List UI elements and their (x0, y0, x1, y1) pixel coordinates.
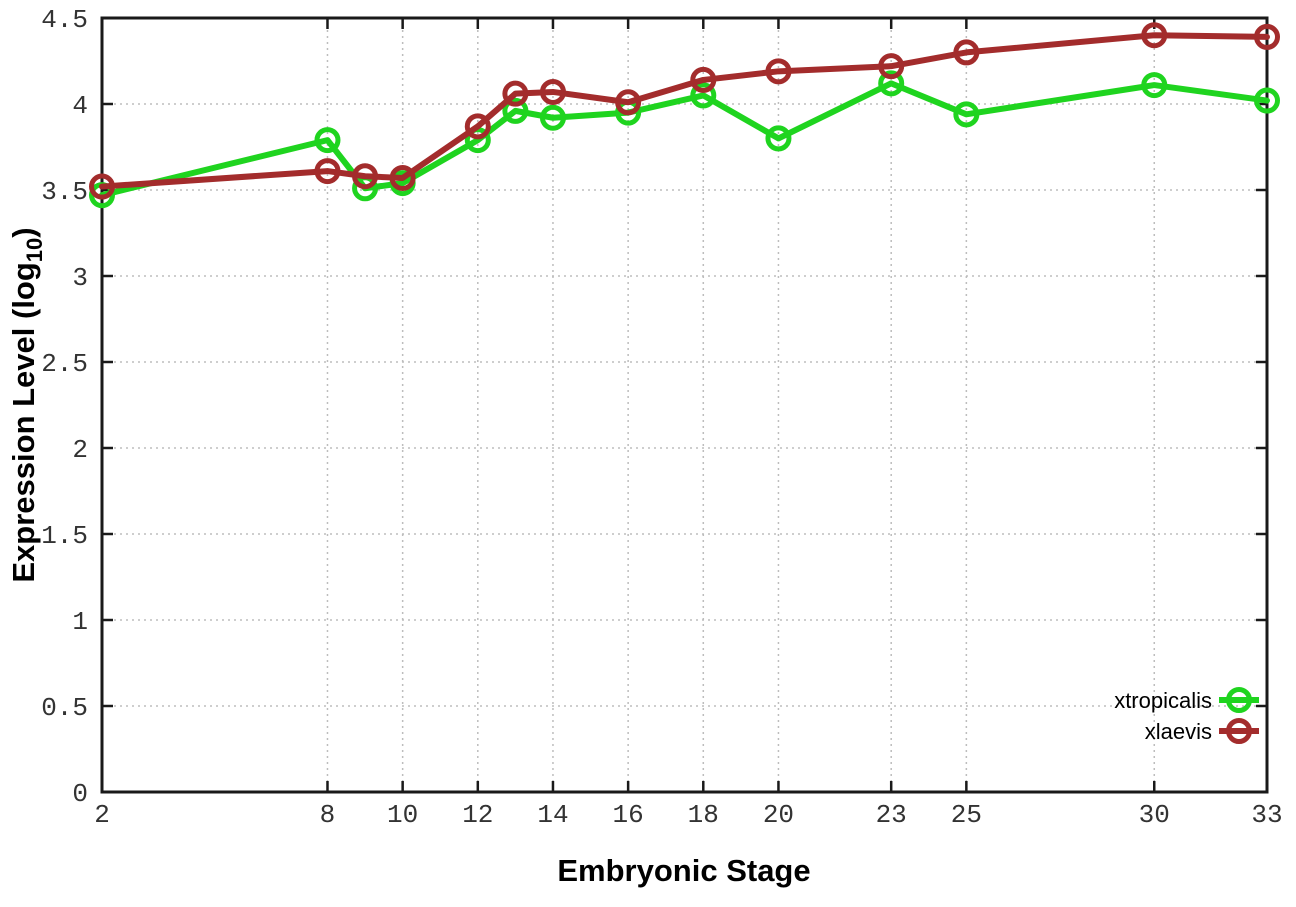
y-tick-label: 0.5 (41, 693, 88, 723)
y-tick-label: 0 (72, 779, 88, 809)
x-tick-label: 12 (462, 800, 493, 830)
x-tick-label: 18 (688, 800, 719, 830)
data-point-xlaevis (352, 163, 379, 190)
data-point-xtropicalis (690, 82, 717, 109)
axis-ticks (100, 16, 1269, 794)
data-point-xtropicalis (1141, 72, 1168, 99)
data-point-xtropicalis (314, 127, 341, 154)
data-point-xtropicalis (502, 97, 529, 124)
data-point-xlaevis (953, 39, 980, 66)
data-point-xlaevis (89, 173, 115, 200)
data-point-xlaevis (464, 113, 491, 140)
legend-label-xtropicalis: xtropicalis (1114, 688, 1212, 713)
x-tick-label: 14 (537, 800, 568, 830)
legend-label-xlaevis: xlaevis (1145, 719, 1212, 744)
y-tick-label: 2.5 (41, 349, 88, 379)
y-axis-title-subscript: 10 (22, 238, 47, 262)
data-point-xlaevis (1141, 22, 1168, 49)
legend-marker-xtropicalis (1219, 687, 1259, 713)
x-tick-label: 8 (320, 800, 336, 830)
x-tick-label: 10 (387, 800, 418, 830)
data-point-xlaevis (539, 78, 566, 105)
data-series (89, 22, 1280, 209)
y-tick-label: 4 (72, 91, 88, 121)
data-point-xlaevis (878, 53, 905, 80)
legend-item-xlaevis: xlaevis (1145, 718, 1259, 744)
y-axis-title-prefix: Expression Level (log (6, 262, 41, 582)
data-point-xtropicalis (953, 101, 980, 128)
x-tick-label: 30 (1139, 800, 1170, 830)
y-tick-label: 3 (72, 263, 88, 293)
data-point-xtropicalis (765, 125, 792, 152)
data-point-xtropicalis (878, 70, 905, 97)
y-axis-title: Expression Level (log10) (6, 227, 47, 582)
x-tick-label: 2 (94, 800, 110, 830)
gridlines (101, 17, 1268, 793)
x-tick-label: 20 (763, 800, 794, 830)
legend: xtropicalis xlaevis (1114, 687, 1259, 744)
x-tick-label: 23 (876, 800, 907, 830)
y-tick-label: 3.5 (41, 177, 88, 207)
x-tick-labels: 2 8 10 12 14 16 18 20 23 25 30 33 (94, 800, 1282, 830)
data-point-xlaevis (502, 80, 529, 107)
data-point-xlaevis (389, 164, 416, 191)
y-axis-title-suffix: ) (6, 227, 41, 237)
series-xtropicalis (89, 70, 1280, 209)
series-xlaevis (89, 22, 1280, 200)
legend-item-xtropicalis: xtropicalis (1114, 687, 1259, 713)
x-axis-title: Embryonic Stage (557, 853, 810, 888)
data-point-xlaevis (615, 89, 642, 116)
x-tick-label: 16 (613, 800, 644, 830)
x-tick-label: 25 (951, 800, 982, 830)
data-point-xlaevis (690, 66, 717, 93)
legend-marker-xlaevis (1219, 718, 1259, 744)
plot-border (100, 16, 1269, 794)
data-point-xtropicalis (539, 104, 566, 131)
data-point-xlaevis (765, 58, 792, 85)
x-tick-label: 33 (1251, 800, 1282, 830)
y-tick-labels: 0 0.5 1 1.5 2 2.5 3 3.5 4 4.5 (41, 5, 88, 809)
data-point-xlaevis (314, 158, 341, 185)
y-tick-label: 1 (72, 607, 88, 637)
y-tick-label: 1.5 (41, 521, 88, 551)
data-point-xtropicalis (1254, 87, 1280, 114)
y-tick-label: 4.5 (41, 5, 88, 35)
data-point-xlaevis (1254, 23, 1280, 50)
y-tick-label: 2 (72, 435, 88, 465)
